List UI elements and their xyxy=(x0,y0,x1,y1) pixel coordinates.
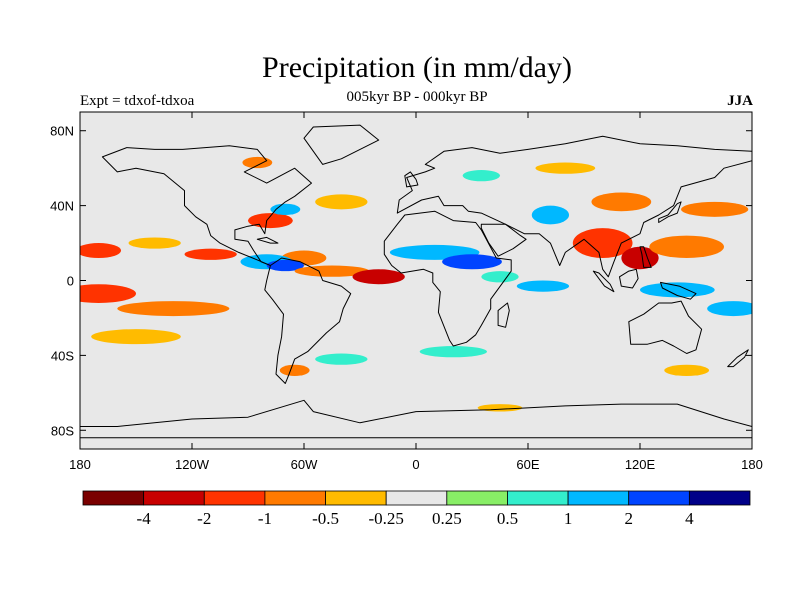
lat-tick-label-4: 80S xyxy=(51,423,74,438)
colorbar-label-8: 2 xyxy=(624,509,633,528)
coastline-philippines xyxy=(639,246,652,268)
anomaly-region-16 xyxy=(481,271,519,283)
colorbar-swatch-0 xyxy=(82,490,145,506)
coastline-great-britain xyxy=(404,171,419,188)
anomaly-region-25 xyxy=(707,301,752,317)
anomaly-region-6 xyxy=(248,213,293,229)
colorbar-swatch-2 xyxy=(203,490,266,506)
coastline-antarctica xyxy=(80,399,752,439)
colorbar-label-6: 0.5 xyxy=(497,509,518,528)
experiment-label: Expt = tdxof-tdxoa xyxy=(80,93,195,109)
anomaly-region-13 xyxy=(352,269,405,285)
anomaly-region-0 xyxy=(128,237,181,249)
anomaly-region-5 xyxy=(266,259,305,272)
colorbar-swatch-7 xyxy=(507,490,569,506)
anomaly-region-27 xyxy=(315,353,368,365)
coastline-arabia xyxy=(480,223,527,257)
anomaly-region-19 xyxy=(572,228,633,259)
colorbar-swatch-5 xyxy=(385,490,448,506)
lon-tick-label-0: 180 xyxy=(69,457,91,472)
anomaly-region-32 xyxy=(462,170,501,182)
lon-tick-label-4: 60E xyxy=(516,457,539,472)
anomaly-region-33 xyxy=(477,404,523,412)
anomaly-region-26 xyxy=(419,346,487,358)
anomaly-region-1 xyxy=(80,243,122,259)
anomaly-region-23 xyxy=(681,201,749,217)
lat-tick-label-1: 40N xyxy=(50,199,74,214)
anomaly-region-10 xyxy=(117,301,230,317)
lon-tick-label-3: 0 xyxy=(412,457,419,472)
lon-tick-label-5: 120E xyxy=(625,457,656,472)
coastline-new-guinea xyxy=(660,281,697,300)
colorbar-label-7: 1 xyxy=(564,509,573,528)
anomaly-region-31 xyxy=(242,156,273,169)
anomaly-regions xyxy=(80,156,752,412)
lat-tick-label-2: 0 xyxy=(67,274,74,289)
coastline-eurasia xyxy=(396,135,752,278)
anomaly-region-7 xyxy=(270,203,301,215)
axis-ticks: 180 120W 60W 0 60E 120E 180 80N 40N 0 40S 80S xyxy=(50,112,763,472)
coastline-borneo xyxy=(619,268,639,289)
coastline-madagascar xyxy=(497,302,510,328)
lon-tick-label-2: 60W xyxy=(291,457,318,472)
anomaly-region-17 xyxy=(516,280,570,292)
colorbar-label-4: -0.25 xyxy=(368,509,403,528)
colorbar-swatch-6 xyxy=(446,490,508,506)
period-label: 005kyr BP - 000kyr BP xyxy=(346,89,488,105)
anomaly-region-28 xyxy=(279,364,310,376)
lat-tick-label-0: 80N xyxy=(50,124,74,139)
anomaly-region-30 xyxy=(535,162,596,174)
anomaly-region-18 xyxy=(531,205,570,225)
colorbar-swatch-10 xyxy=(688,490,751,506)
coastline-africa xyxy=(383,210,512,347)
colorbar-swatch-8 xyxy=(567,490,630,506)
anomaly-region-8 xyxy=(315,194,368,210)
anomaly-region-11 xyxy=(91,329,181,345)
coastline-australia xyxy=(628,300,703,354)
coastline-greenland xyxy=(303,124,380,165)
anomaly-region-15 xyxy=(442,254,502,270)
coastlines xyxy=(80,124,752,439)
colorbar-label-0: -4 xyxy=(137,509,152,528)
coastline-sumatra xyxy=(592,270,615,293)
colorbar-label-3: -0.5 xyxy=(312,509,339,528)
lat-tick-label-3: 40S xyxy=(51,348,74,363)
colorbar-label-2: -1 xyxy=(258,509,272,528)
colorbar-swatch-3 xyxy=(264,490,326,506)
lon-tick-label-6: 180 xyxy=(741,457,763,472)
map-title: Precipitation (in mm/day) xyxy=(262,51,572,84)
map-background xyxy=(80,112,752,449)
season-label: JJA xyxy=(727,93,753,109)
anomaly-region-29 xyxy=(664,364,710,376)
coastline-cuba xyxy=(256,236,279,244)
colorbar-swatch-1 xyxy=(143,490,205,506)
coastline-new-zealand xyxy=(727,349,749,368)
colorbar-label-1: -2 xyxy=(197,509,211,528)
colorbar-swatch-4 xyxy=(325,490,387,506)
colorbar-label-9: 4 xyxy=(685,509,694,528)
anomaly-region-21 xyxy=(649,235,725,259)
coastline-south-america xyxy=(264,257,352,384)
colorbar-label-5: 0.25 xyxy=(432,509,462,528)
colorbar-swatch-9 xyxy=(628,490,690,506)
anomaly-region-22 xyxy=(591,192,652,212)
lon-tick-label-1: 120W xyxy=(175,457,210,472)
colorbar: -4 -2 -1 -0.5 -0.25 0.25 0.5 1 2 4 xyxy=(82,490,751,528)
anomaly-region-2 xyxy=(184,248,237,260)
anomaly-region-9 xyxy=(80,284,136,303)
coastline-japan xyxy=(658,201,682,223)
coastline-north-america xyxy=(101,145,312,266)
